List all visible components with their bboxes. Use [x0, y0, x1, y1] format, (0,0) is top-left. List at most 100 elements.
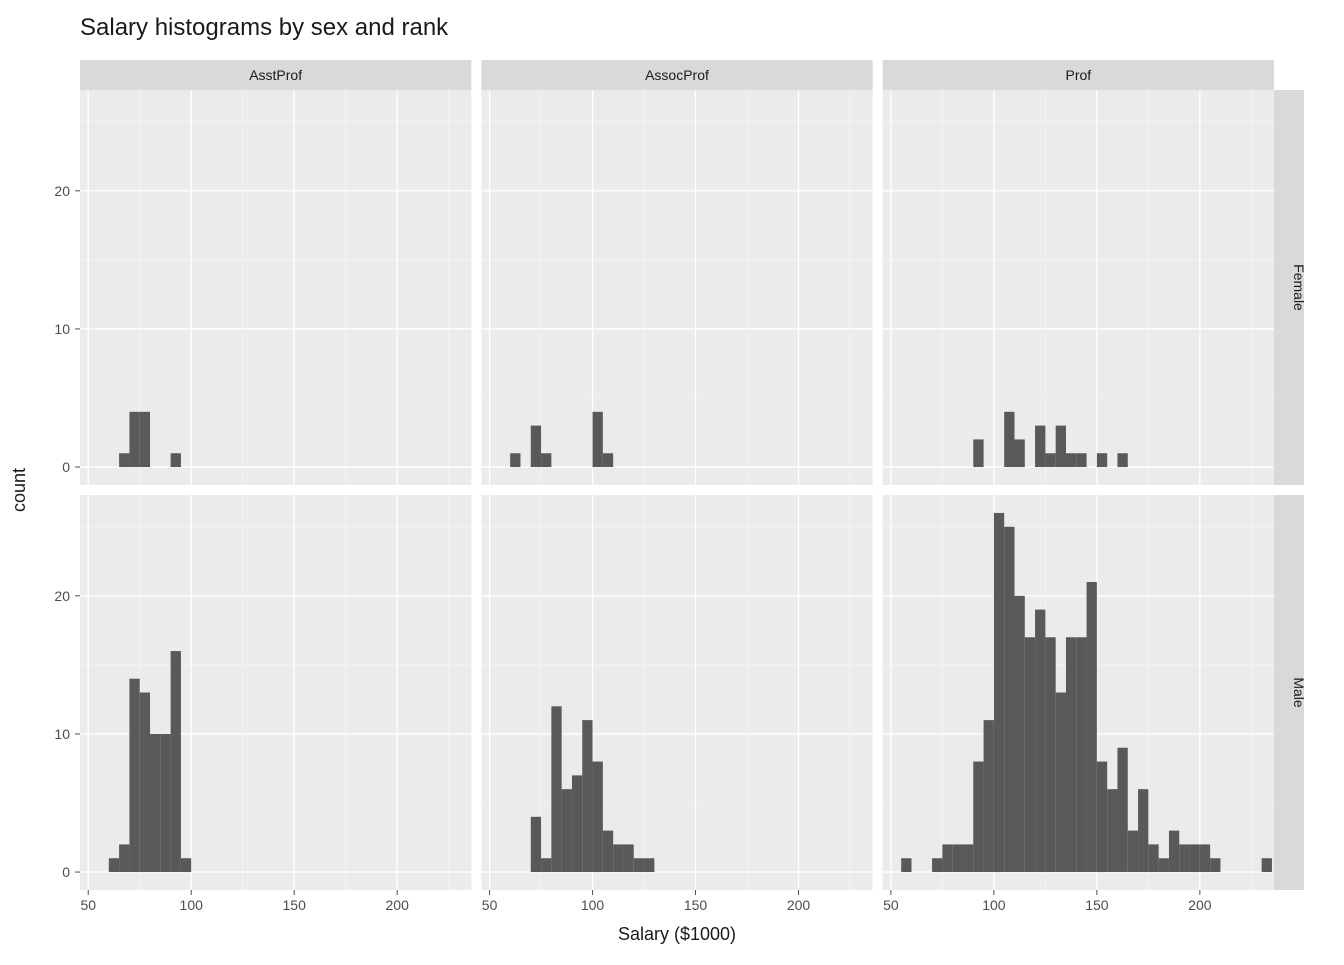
x-tick-label: 150 [1085, 897, 1109, 913]
histogram-bar [531, 817, 541, 872]
histogram-bar [1169, 831, 1179, 872]
histogram-bar [1159, 858, 1169, 872]
histogram-bar [119, 453, 129, 467]
histogram-bar [1056, 426, 1066, 467]
histogram-bar [129, 679, 139, 872]
x-tick-label: 200 [386, 897, 410, 913]
histogram-bar [953, 844, 963, 872]
x-tick-label: 50 [80, 897, 96, 913]
x-tick-label: 100 [180, 897, 204, 913]
panel-bg [883, 90, 1274, 485]
facet-row-label: Female [1291, 264, 1307, 311]
x-tick-label: 200 [1188, 897, 1212, 913]
histogram-bar [160, 734, 170, 872]
histogram-bar [1087, 582, 1097, 872]
histogram-bar [963, 844, 973, 872]
histogram-bar [582, 720, 592, 872]
histogram-bar [994, 513, 1004, 872]
x-tick-label: 50 [482, 897, 498, 913]
histogram-bar [603, 453, 613, 467]
histogram-bar [593, 412, 603, 467]
histogram-bar [140, 412, 150, 467]
histogram-bar [1035, 610, 1045, 872]
histogram-bar [129, 412, 139, 467]
histogram-bar [901, 858, 911, 872]
x-tick-label: 100 [581, 897, 605, 913]
x-tick-label: 100 [982, 897, 1006, 913]
panel: 50100150200 [883, 495, 1274, 913]
histogram-bar [644, 858, 654, 872]
x-tick-label: 150 [283, 897, 307, 913]
y-tick-label: 20 [54, 183, 70, 199]
histogram-bar [510, 453, 520, 467]
facet-row-label: Male [1291, 677, 1307, 708]
histogram-bar [1056, 693, 1066, 873]
histogram-bar [973, 439, 983, 467]
histogram-bar [1066, 637, 1076, 872]
y-tick-label: 0 [62, 864, 70, 880]
histogram-bar [593, 762, 603, 872]
panel: 50 100 150 200 [481, 495, 872, 913]
histogram-bar [1190, 844, 1200, 872]
histogram-bar [1210, 858, 1220, 872]
histogram-bar [1138, 789, 1148, 872]
histogram-bar [634, 858, 644, 872]
histogram-bar [1045, 453, 1055, 467]
histogram-bar [623, 844, 633, 872]
histogram-bar [171, 453, 181, 467]
y-tick-label: 10 [54, 321, 70, 337]
histogram-bar [541, 453, 551, 467]
histogram-bar [1117, 453, 1127, 467]
faceted-histogram-chart: Salary histograms by sex and rank AsstPro… [0, 0, 1344, 960]
chart-title: Salary histograms by sex and rank [80, 14, 449, 41]
histogram-bar [942, 844, 952, 872]
y-tick-label: 0 [62, 459, 70, 475]
histogram-bar [109, 858, 119, 872]
histogram-bar [140, 693, 150, 873]
x-tick-label: 200 [787, 897, 811, 913]
histogram-bar [119, 844, 129, 872]
histogram-bar [603, 831, 613, 872]
histogram-bar [551, 706, 561, 872]
histogram-bar [1128, 831, 1138, 872]
facet-col-label: AsstProf [249, 67, 302, 83]
histogram-bar [1148, 844, 1158, 872]
y-tick-label: 10 [54, 726, 70, 742]
y-axis-label: count [9, 468, 29, 512]
histogram-bar [1262, 858, 1272, 872]
histogram-bar [1097, 762, 1107, 872]
histogram-bar [1004, 412, 1014, 467]
histogram-bar [613, 844, 623, 872]
histogram-bar [1014, 439, 1024, 467]
histogram-bar [150, 734, 160, 872]
histogram-bar [1025, 637, 1035, 872]
panel [883, 90, 1274, 485]
x-axis-label: Salary ($1000) [618, 924, 736, 944]
histogram-bar [1097, 453, 1107, 467]
histogram-bar [932, 858, 942, 872]
histogram-bar [1076, 637, 1086, 872]
facet-col-label: AssocProf [645, 67, 709, 83]
histogram-bar [984, 720, 994, 872]
histogram-bar [1200, 844, 1210, 872]
histogram-bar [541, 858, 551, 872]
x-tick-label: 150 [684, 897, 708, 913]
panel [481, 90, 872, 485]
histogram-bar [1076, 453, 1086, 467]
histogram-bar [572, 775, 582, 872]
histogram-bar [562, 789, 572, 872]
histogram-bar [1014, 596, 1024, 872]
panel: 0 10 20 [54, 90, 471, 485]
histogram-bar [1045, 637, 1055, 872]
histogram-bar [973, 762, 983, 872]
histogram-bar [1066, 453, 1076, 467]
histogram-bar [171, 651, 181, 872]
histogram-bar [1107, 789, 1117, 872]
histogram-bar [1004, 527, 1014, 872]
panel: 5010015020001020 [54, 495, 471, 913]
histogram-bar [1179, 844, 1189, 872]
histogram-bar [181, 858, 191, 872]
histogram-bar [1117, 748, 1127, 872]
facet-col-label: Prof [1065, 67, 1091, 83]
histogram-bar [1035, 426, 1045, 467]
